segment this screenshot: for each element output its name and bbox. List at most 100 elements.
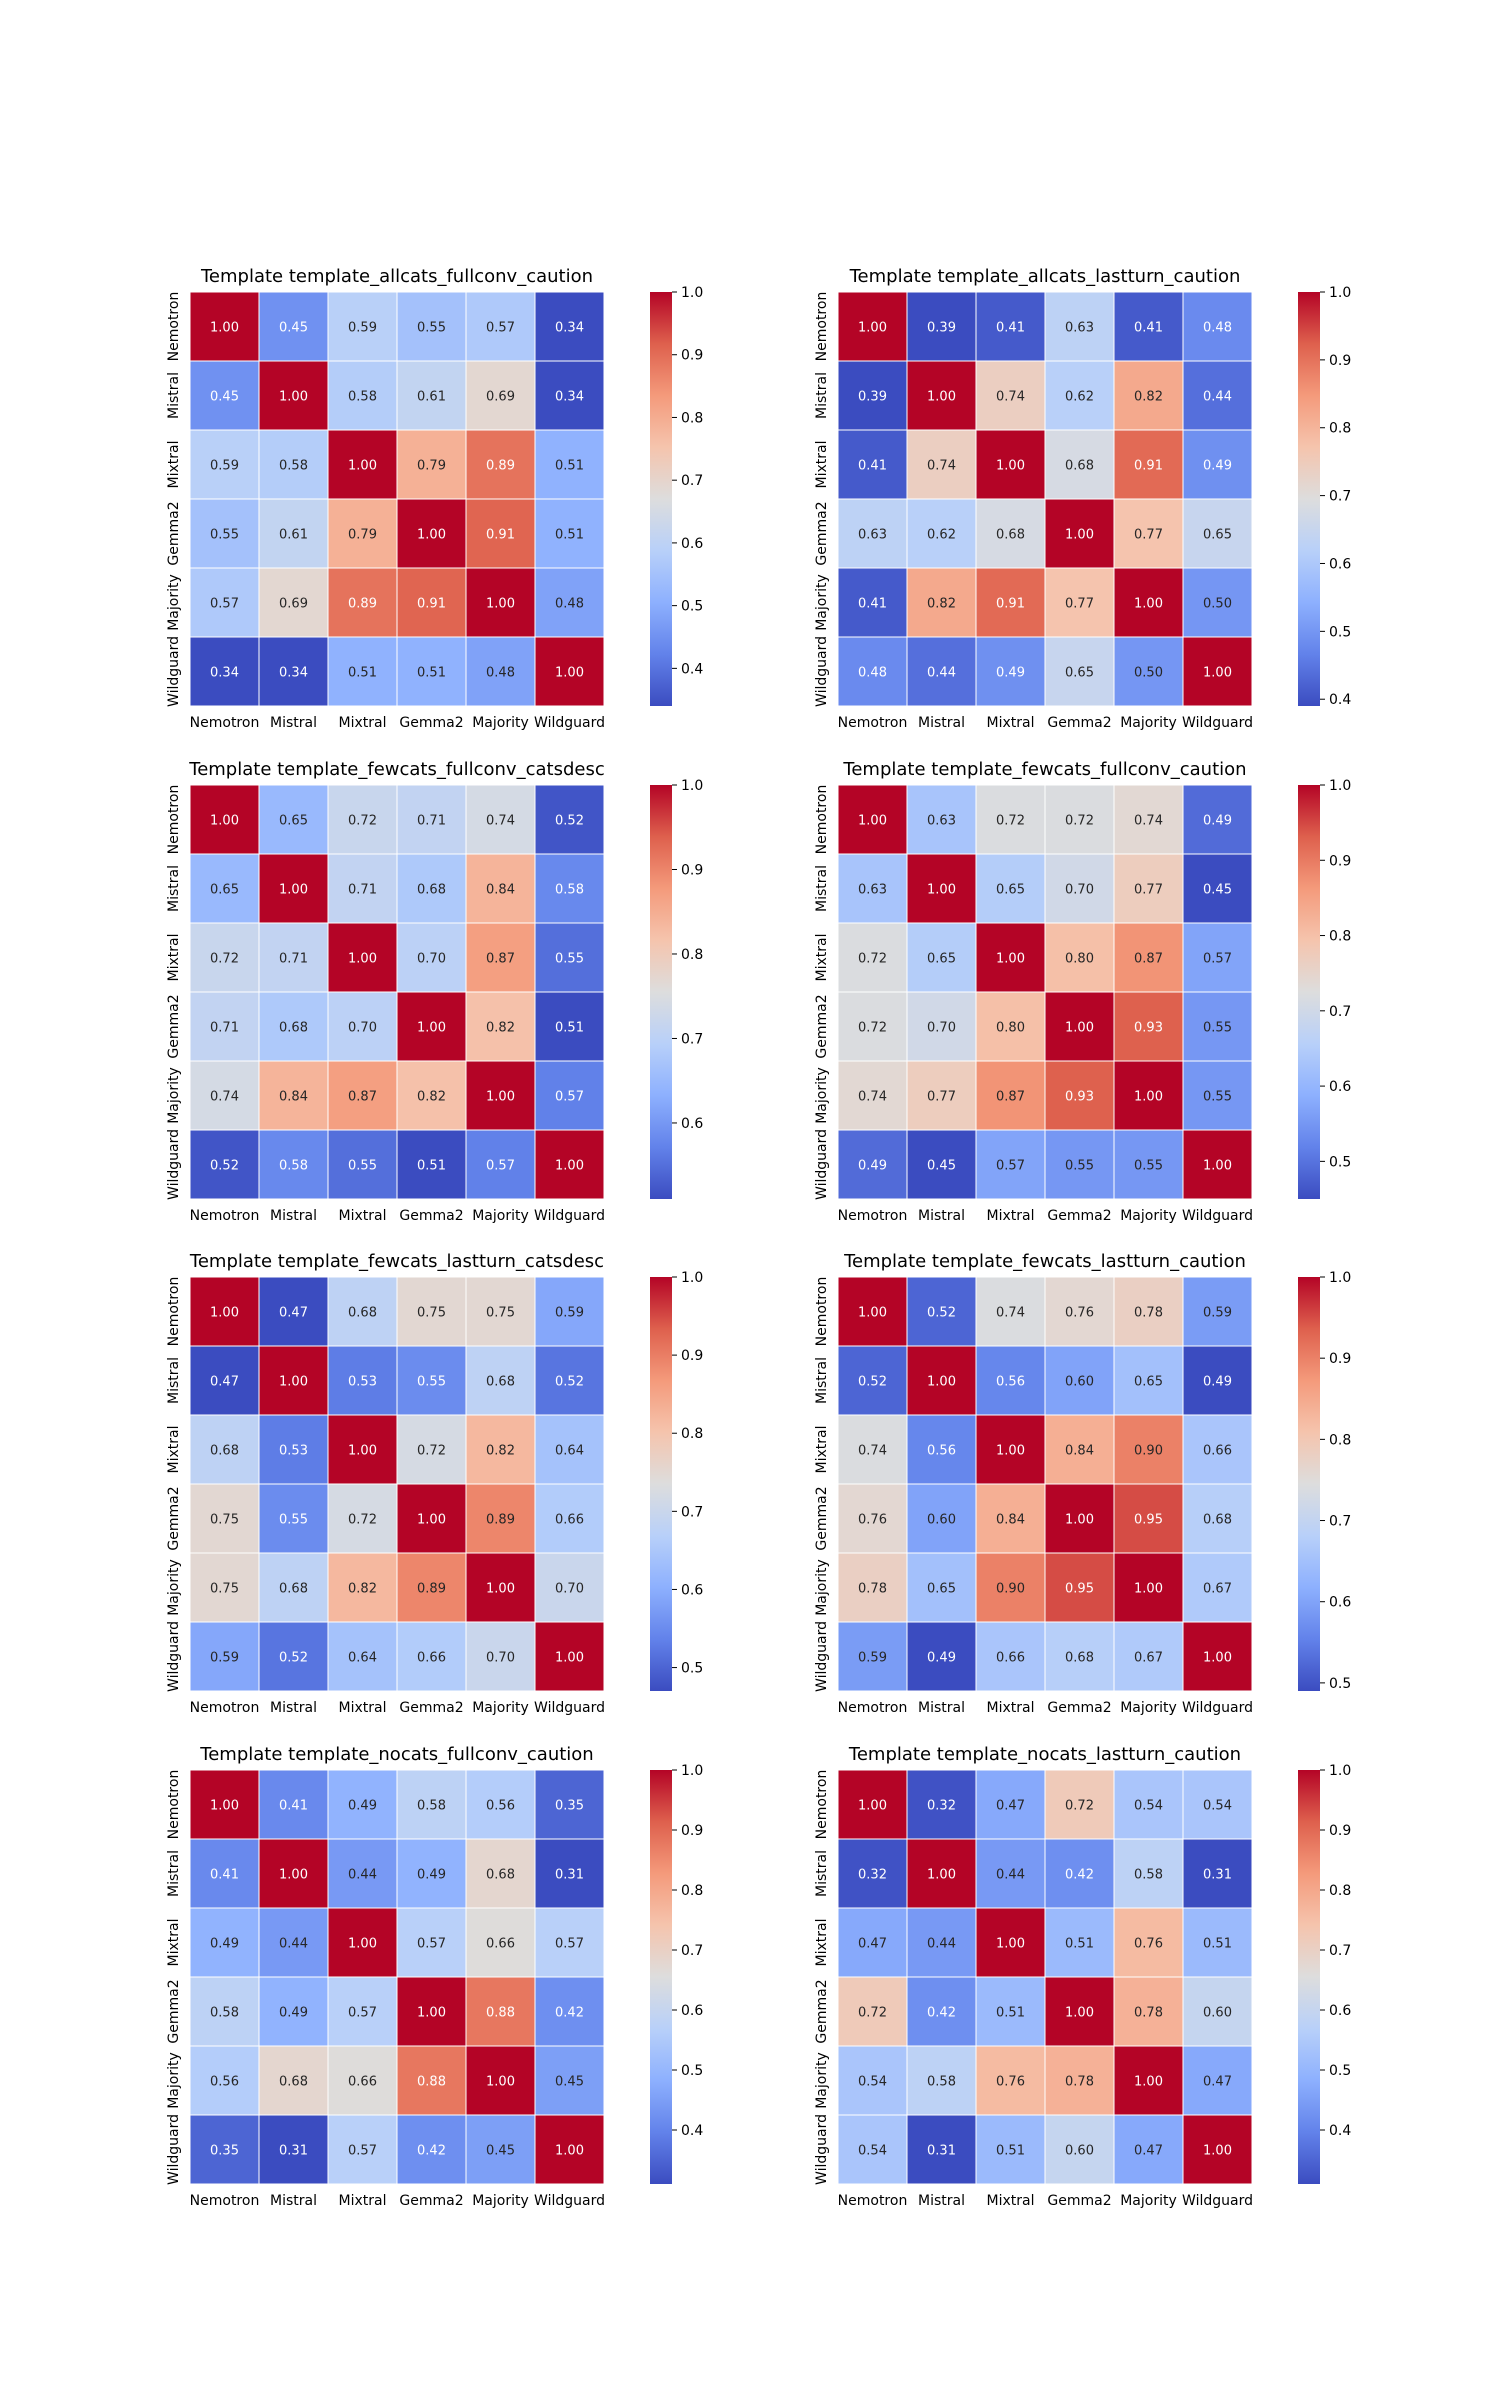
y-tick-label: Wildguard (814, 1621, 830, 1692)
colorbar-tick-label: 0.4 (681, 661, 703, 677)
heatmap-cell (1044, 853, 1115, 924)
y-tick-label: Mistral (166, 1357, 182, 1404)
y-tick-label: Mixtral (166, 1426, 182, 1474)
heatmap-cell (534, 1129, 605, 1200)
cell-value-label: 0.72 (858, 1021, 887, 1036)
heatmap-cell (975, 1976, 1046, 2047)
colorbar-tick-label: 0.5 (681, 2063, 703, 2079)
cell-value-label: 0.69 (279, 597, 308, 612)
cell-value-label: 0.45 (927, 1159, 956, 1174)
cell-value-label: 0.55 (279, 1513, 308, 1528)
y-tick-label: Majority (814, 1067, 830, 1124)
colorbar (1298, 785, 1320, 1199)
heatmap-cell (189, 1345, 260, 1416)
cell-value-label: 1.00 (1065, 1021, 1094, 1036)
cell-value-label: 0.47 (1203, 2075, 1232, 2090)
heatmap-cell (1044, 784, 1115, 855)
heatmap-cell (1044, 636, 1115, 707)
cell-value-label: 0.89 (486, 1513, 515, 1528)
cell-value-label: 0.55 (555, 952, 584, 967)
heatmap-cell (1182, 853, 1253, 924)
heatmap-cell (258, 784, 329, 855)
cell-value-label: 0.74 (858, 1444, 887, 1459)
heatmap-cell (189, 2045, 260, 2116)
cell-value-label: 0.57 (996, 1159, 1025, 1174)
colorbar-tick-label: 0.7 (1329, 489, 1351, 505)
heatmap-cell (258, 1276, 329, 1347)
cell-value-label: 0.48 (1203, 321, 1232, 336)
cell-value-label: 0.34 (555, 390, 584, 405)
colorbar-tick-label: 0.9 (1329, 1351, 1351, 1367)
heatmap-cell (327, 1907, 398, 1978)
colorbar-tick-label: 1.0 (681, 778, 703, 794)
cell-value-label: 0.32 (927, 1799, 956, 1814)
heatmap-cell (975, 991, 1046, 1062)
colorbar (1298, 1770, 1320, 2184)
colorbar-tick-label: 0.6 (1329, 556, 1351, 572)
cell-value-label: 0.57 (348, 2144, 377, 2159)
heatmap-cell (1182, 429, 1253, 500)
cell-value-label: 0.42 (927, 2006, 956, 2021)
colorbar-tick-label: 0.8 (681, 1883, 703, 1899)
heatmap-title: Template template_nocats_lastturn_cautio… (848, 1744, 1241, 1765)
heatmap-cell (327, 1129, 398, 1200)
cell-value-label: 0.87 (1134, 952, 1163, 967)
cell-value-label: 0.89 (417, 1582, 446, 1597)
cell-value-label: 0.62 (1065, 390, 1094, 405)
cell-value-label: 1.00 (996, 1937, 1025, 1952)
cell-value-label: 0.60 (1065, 1375, 1094, 1390)
heatmap-cell (534, 567, 605, 638)
heatmap-cell (258, 922, 329, 993)
heatmap-cell (189, 1483, 260, 1554)
cell-value-label: 0.48 (858, 666, 887, 681)
cell-value-label: 0.47 (996, 1799, 1025, 1814)
x-tick-label: Mixtral (987, 2193, 1035, 2209)
colorbar (1298, 292, 1320, 706)
cell-value-label: 0.55 (417, 1375, 446, 1390)
cell-value-label: 1.00 (279, 1375, 308, 1390)
y-tick-label: Majority (166, 1559, 182, 1616)
cell-value-label: 1.00 (1134, 597, 1163, 612)
y-tick-label: Nemotron (166, 292, 182, 362)
colorbar-tick-label: 0.7 (1329, 1514, 1351, 1530)
heatmap-cell (465, 1483, 536, 1554)
heatmap-cell (837, 1907, 908, 1978)
heatmap-cell (1113, 1276, 1184, 1347)
cell-value-label: 1.00 (858, 1306, 887, 1321)
cell-value-label: 0.57 (486, 1159, 515, 1174)
cell-value-label: 0.90 (996, 1582, 1025, 1597)
colorbar-tick-label: 0.9 (1329, 353, 1351, 369)
x-tick-label: Majority (1120, 1208, 1177, 1224)
x-tick-label: Majority (472, 715, 529, 731)
heatmap-cell (465, 2045, 536, 2116)
y-tick-label: Mistral (166, 1850, 182, 1897)
cell-value-label: 1.00 (210, 1306, 239, 1321)
cell-value-label: 0.54 (858, 2144, 887, 2159)
cell-value-label: 0.71 (279, 952, 308, 967)
x-tick-label: Mistral (918, 1208, 965, 1224)
heatmap-cell (465, 1276, 536, 1347)
cell-value-label: 0.49 (927, 1651, 956, 1666)
cell-value-label: 0.74 (486, 814, 515, 829)
heatmap-cell (837, 636, 908, 707)
heatmap-cell (189, 498, 260, 569)
cell-value-label: 0.44 (927, 1937, 956, 1952)
cell-value-label: 0.49 (1203, 1375, 1232, 1390)
cell-value-label: 0.68 (348, 1306, 377, 1321)
heatmap-cell (258, 1976, 329, 2047)
cell-value-label: 0.57 (210, 597, 239, 612)
x-tick-label: Mistral (270, 1700, 317, 1716)
cell-value-label: 0.45 (555, 2075, 584, 2090)
cell-value-label: 0.76 (1134, 1937, 1163, 1952)
cell-value-label: 0.55 (417, 321, 446, 336)
heatmap-cell (1182, 1552, 1253, 1623)
y-tick-label: Mixtral (814, 1426, 830, 1474)
cell-value-label: 0.44 (279, 1937, 308, 1952)
y-tick-label: Gemma2 (166, 501, 182, 565)
heatmap-cell (534, 1907, 605, 1978)
y-tick-label: Majority (166, 1067, 182, 1124)
cell-value-label: 0.66 (1203, 1444, 1232, 1459)
x-tick-label: Wildguard (534, 715, 605, 731)
cell-value-label: 0.63 (927, 814, 956, 829)
heatmap-cell (1113, 1483, 1184, 1554)
